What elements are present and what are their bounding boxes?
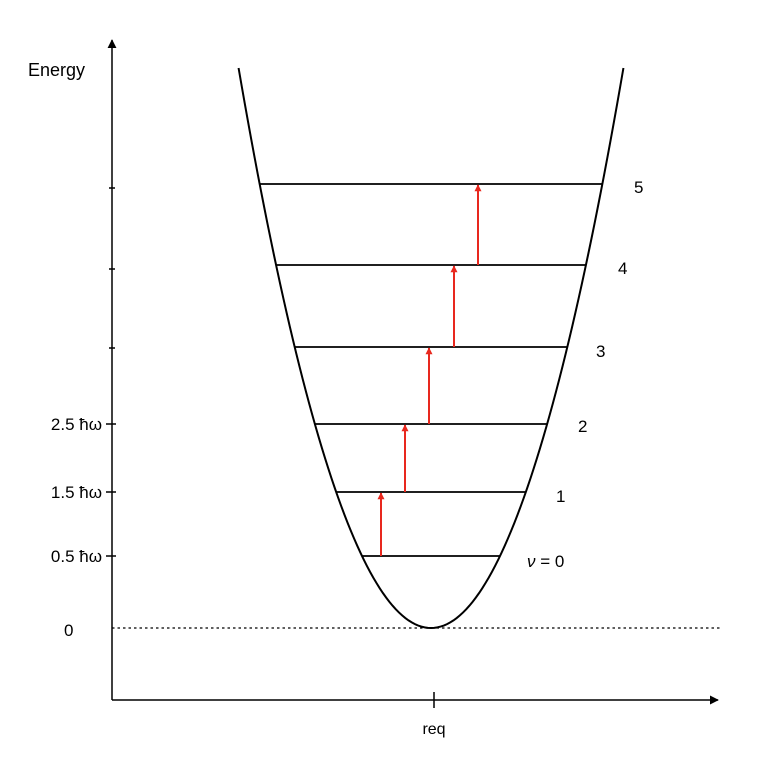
- energy-levels: ν = 0 1 2 3 4 5: [259, 178, 643, 571]
- energy-level-label: ν = 0: [527, 552, 564, 571]
- energy-level-label: 2: [578, 417, 587, 436]
- energy-level-label: 1: [556, 487, 565, 506]
- energy-level-label: 4: [618, 259, 627, 278]
- y-axis-label: Energy: [28, 60, 85, 80]
- y-tick-label: 0.5 ħω: [51, 547, 102, 566]
- y-tick-label: 1.5 ħω: [51, 483, 102, 502]
- upper-ticks: [109, 187, 115, 349]
- transition-arrows: [377, 184, 482, 556]
- energy-ticks: 0.5 ħω 1.5 ħω 2.5 ħω: [51, 415, 116, 566]
- y-tick-label: 2.5 ħω: [51, 415, 102, 434]
- potential-well-curve: [237, 67, 625, 630]
- energy-level-label: 3: [596, 342, 605, 361]
- zero-label: 0: [64, 621, 73, 640]
- energy-level-label: 5: [634, 178, 643, 197]
- x-tick-label: req: [422, 721, 445, 738]
